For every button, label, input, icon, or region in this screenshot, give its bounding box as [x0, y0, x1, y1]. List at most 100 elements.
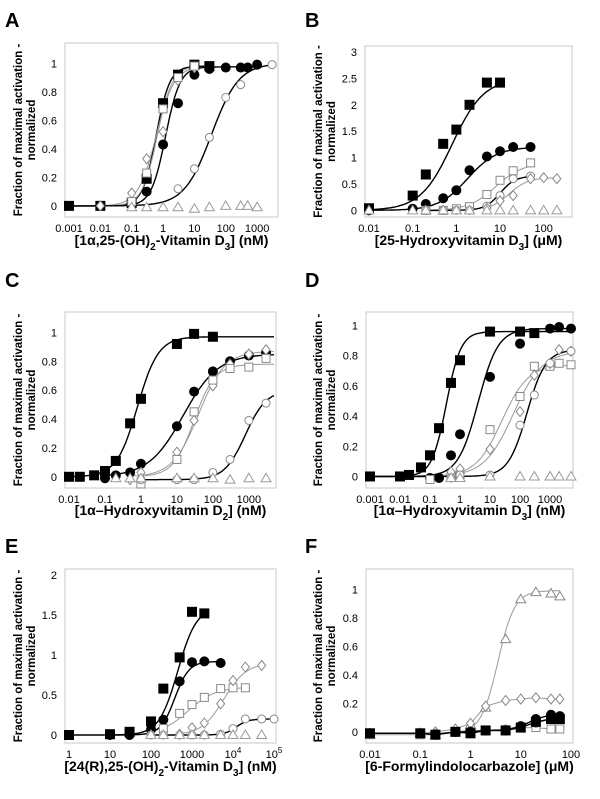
data-point [455, 429, 466, 440]
data-point [555, 693, 565, 705]
data-point [174, 652, 185, 663]
data-point [255, 729, 268, 739]
y-tick-label: 0.4 [343, 411, 358, 423]
x-tick-label: 0.1 [124, 223, 139, 235]
data-point [526, 158, 536, 168]
data-point [445, 471, 457, 482]
y-tick-label: 0.5 [42, 690, 57, 702]
data-point [257, 659, 267, 672]
data-point [425, 450, 436, 461]
data-point [145, 729, 157, 739]
panel-label: E [5, 536, 18, 558]
panel-label: A [5, 10, 19, 32]
data-point [481, 77, 492, 88]
data-point [500, 725, 511, 736]
x-label-text: ] (nM) [239, 758, 277, 774]
data-point [227, 729, 239, 739]
data-point [553, 470, 565, 481]
x-axis-label: [1α–Hydroxyvitamin D3] (nM) [374, 502, 566, 523]
x-label-text: ] (nM) [527, 502, 565, 518]
data-point [64, 730, 74, 740]
data-point [64, 471, 74, 482]
data-point [434, 472, 445, 483]
data-point [199, 608, 210, 619]
x-tick-label: 0.01 [358, 223, 379, 235]
x-label-subscript: 2 [223, 512, 229, 523]
data-point [207, 366, 218, 377]
y-tick-label: 0.8 [343, 613, 358, 625]
data-point [158, 125, 168, 138]
series-filled-circle [364, 142, 536, 216]
data-point [546, 693, 556, 705]
data-point [225, 454, 235, 464]
plot-frame [64, 42, 279, 218]
data-point [244, 415, 254, 425]
y-tick-label: 1 [51, 327, 57, 339]
fit-curve-open-circle [151, 718, 274, 736]
fit-curve-open-circle [140, 394, 275, 481]
data-point [242, 62, 253, 73]
series-open-triangle [109, 472, 272, 484]
data-point [203, 201, 216, 212]
y-tick-label: 0 [352, 727, 358, 739]
data-point [525, 142, 536, 153]
x-label-text: [6-Formylindolocarbazole] (μM) [365, 758, 573, 774]
series-open-circle [173, 60, 277, 194]
y-tick-label: 0.6 [42, 385, 57, 397]
x-tick-label: 10 [484, 494, 496, 506]
data-point [240, 683, 250, 693]
data-point [445, 450, 456, 461]
data-point [495, 146, 506, 157]
data-point [508, 174, 518, 184]
y-axis-label: normalized [26, 370, 38, 431]
panel-label: C [5, 270, 19, 292]
y-axis-label: Fraction of maximal activation - [13, 44, 25, 217]
fit-curve-open-circle [370, 350, 572, 478]
x-label-text: ] (nM) [228, 502, 266, 518]
panel-label: F [305, 536, 317, 558]
data-point [261, 398, 271, 408]
data-point [415, 462, 426, 473]
y-tick-label: 1 [352, 584, 358, 596]
y-tick-label: 0.8 [343, 351, 358, 363]
data-point [499, 633, 512, 644]
x-tick-label: 1 [160, 223, 166, 235]
data-point [171, 338, 182, 349]
data-point [537, 204, 550, 215]
data-point [172, 201, 184, 212]
y-tick-label: 0 [352, 471, 358, 483]
panel-label: B [305, 10, 319, 32]
data-point [508, 166, 518, 176]
x-tick-label: 1 [138, 494, 144, 506]
y-axis-label: Fraction of maximal activation - [313, 314, 325, 487]
y-tick-label: 0.8 [42, 87, 57, 99]
x-tick-label: 0.01 [90, 223, 111, 235]
data-point [451, 185, 462, 196]
x-tick-label: 1 [453, 223, 459, 235]
data-point [220, 62, 231, 73]
x-axis-label: [25-Hydroxyvitamin D3] (μM) [375, 232, 563, 253]
x-tick-label: 1000 [180, 749, 204, 761]
data-point [566, 346, 576, 356]
data-point [545, 323, 556, 334]
y-axis-label: normalized [26, 626, 38, 687]
data-point [187, 606, 197, 617]
x-tick-label: 0.001 [55, 223, 83, 235]
data-point [186, 729, 198, 739]
y-axis-label: Fraction of maximal activation - [313, 570, 325, 743]
x-label-subscript: 3 [522, 512, 528, 523]
data-point [173, 184, 183, 194]
x-axis-label: [1α–Hydroxyvitamin D2] (nM) [75, 502, 267, 523]
data-point [173, 729, 186, 739]
y-tick-label: 0.8 [42, 356, 57, 368]
series-open-diamond [482, 171, 562, 215]
data-point [172, 454, 182, 464]
data-point [188, 202, 201, 213]
data-point [242, 472, 255, 483]
data-point [135, 472, 147, 483]
data-point [494, 204, 506, 215]
data-point [550, 204, 563, 215]
x-label-text: [1α–Hydroxyvitamin D [374, 502, 522, 518]
y-tick-label: 0.2 [42, 172, 57, 184]
